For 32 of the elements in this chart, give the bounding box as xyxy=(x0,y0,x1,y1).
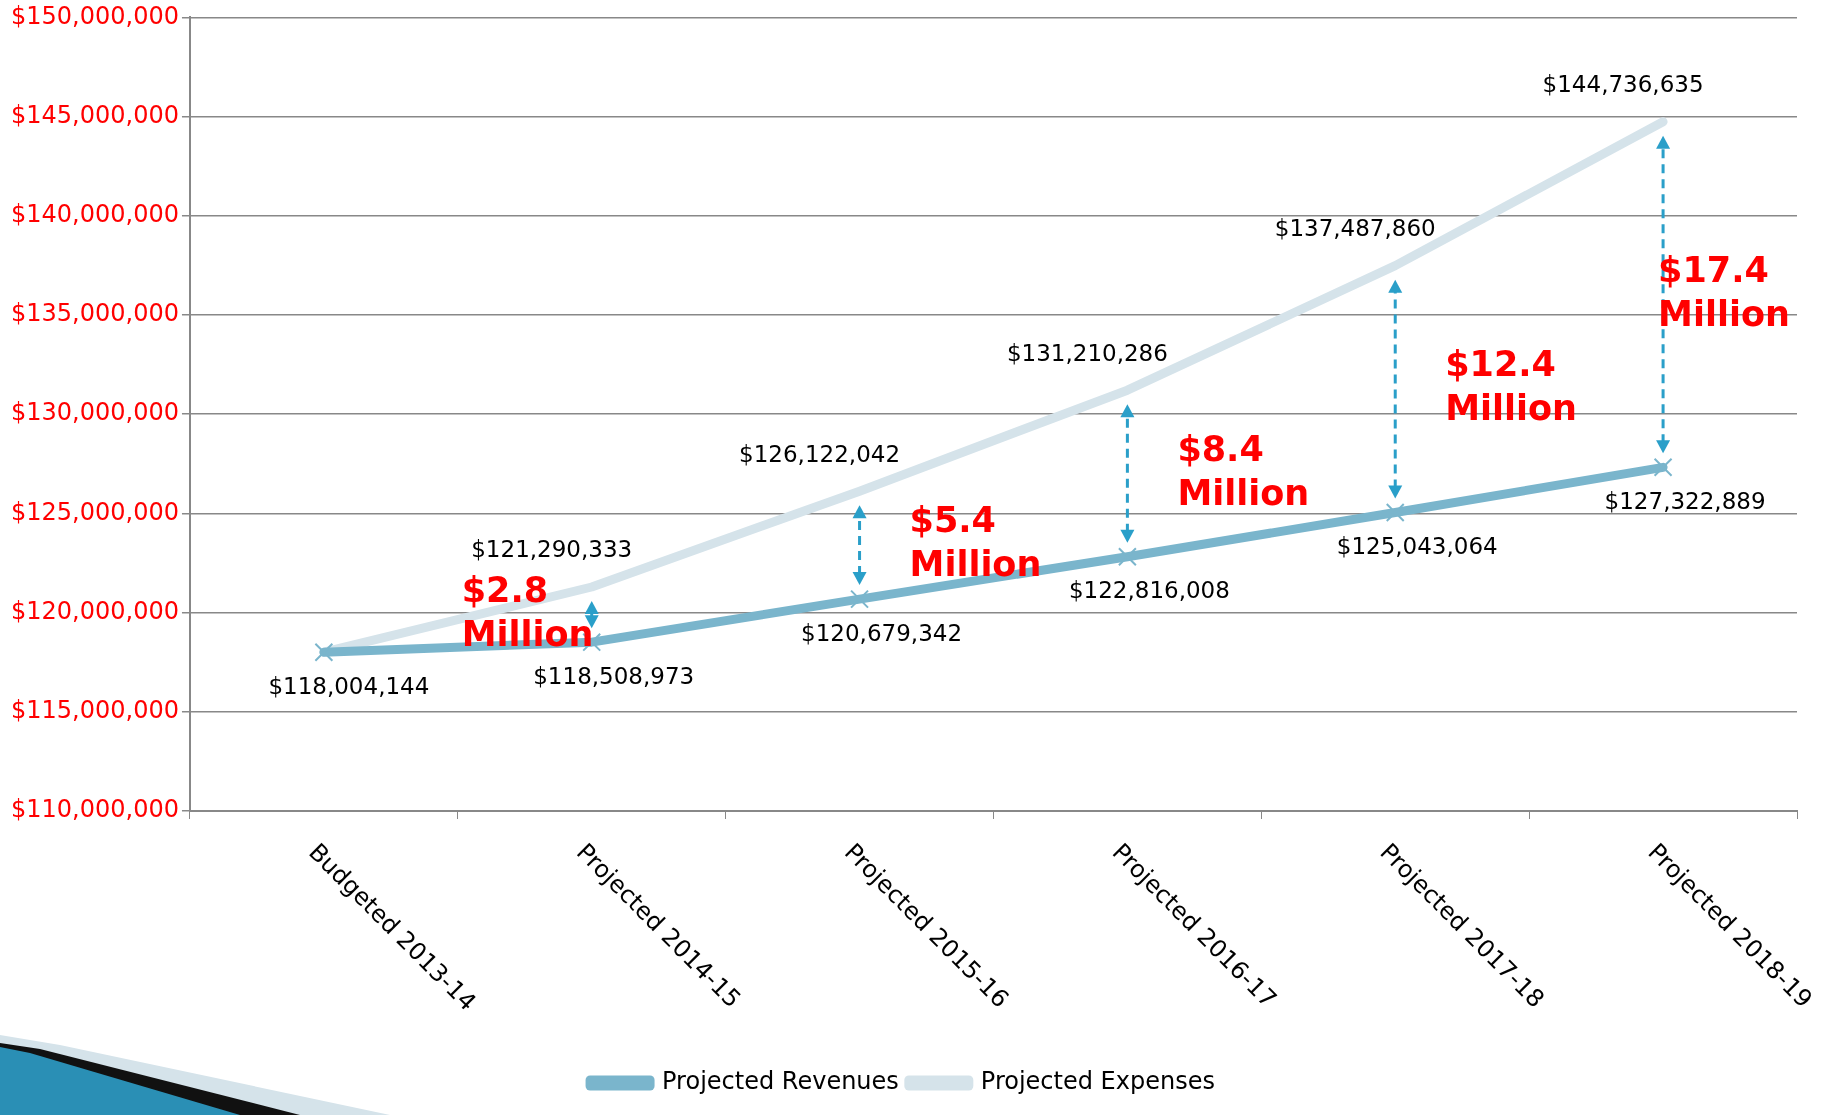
y-tick-label: $150,000,000 xyxy=(11,1,179,30)
y-tick-label: $115,000,000 xyxy=(11,696,179,725)
annotation: $8.4 Million xyxy=(1177,428,1310,513)
data-label: $137,487,860 xyxy=(1274,215,1436,242)
y-tick-label: $145,000,000 xyxy=(11,100,179,129)
point xyxy=(314,642,334,662)
data-label: $118,508,973 xyxy=(533,662,695,689)
point xyxy=(850,589,870,609)
annotation: $17.4 Million xyxy=(1658,249,1790,334)
legend-label: Projected Expenses xyxy=(980,1067,1215,1096)
annotation: $2.8 Million xyxy=(461,569,594,654)
y-tick-label: $140,000,000 xyxy=(11,200,179,229)
data-label: $144,736,635 xyxy=(1542,71,1704,98)
point xyxy=(1117,547,1137,567)
data-label: $120,679,342 xyxy=(801,619,963,646)
data-label: $127,322,889 xyxy=(1604,487,1766,514)
annotation: $12.4 Million xyxy=(1445,344,1578,429)
data-label: $126,122,042 xyxy=(739,440,901,467)
data-label: $125,043,064 xyxy=(1336,533,1498,560)
y-tick-label: $125,000,000 xyxy=(11,497,179,526)
y-tick-label: $120,000,000 xyxy=(11,596,179,625)
data-label: $121,290,333 xyxy=(471,536,633,563)
y-tick-label: $135,000,000 xyxy=(11,299,179,328)
point xyxy=(1385,503,1405,523)
y-tick-label: $130,000,000 xyxy=(11,398,179,427)
data-label: $122,816,008 xyxy=(1068,577,1230,604)
legend-label: Projected Revenues xyxy=(662,1067,899,1096)
annotation: $5.4 Million xyxy=(909,500,1042,585)
point xyxy=(1653,457,1673,477)
y-tick-label: $110,000,000 xyxy=(11,795,179,824)
data-label: $118,004,144 xyxy=(268,672,430,699)
data-label: $131,210,286 xyxy=(1006,339,1168,366)
